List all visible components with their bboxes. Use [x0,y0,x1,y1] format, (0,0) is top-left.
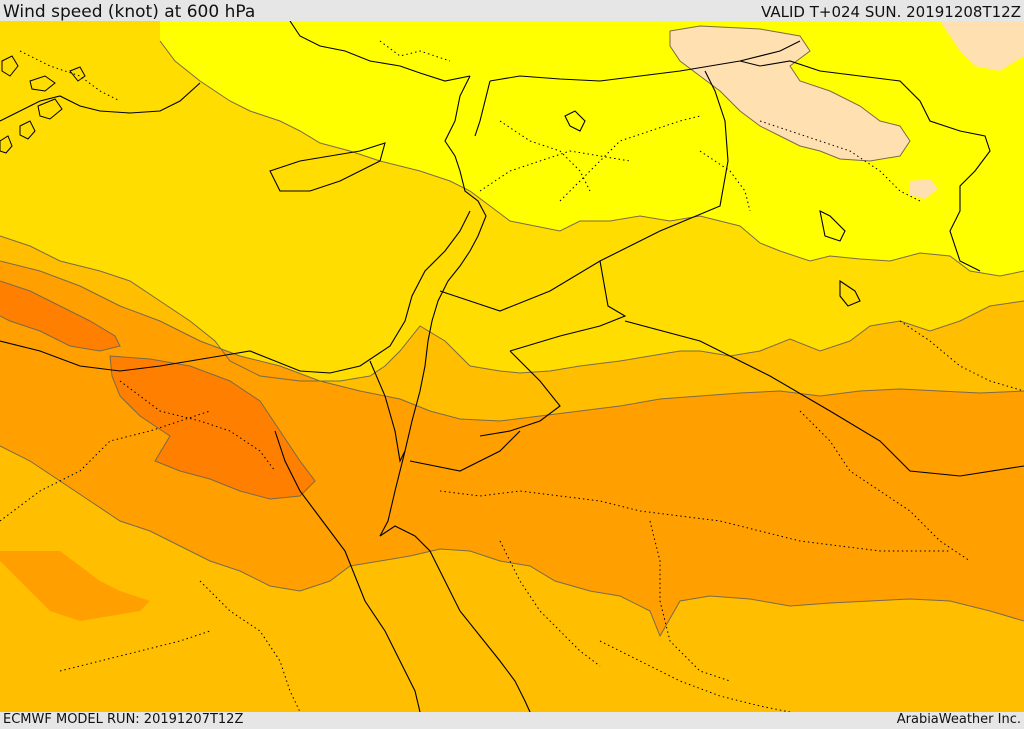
credit-label: ArabiaWeather Inc. [896,712,1021,727]
map-panel [0,21,1024,712]
band-4-area [0,551,150,621]
band-5-area [0,261,1024,636]
band-1-area [910,179,938,199]
wind-speed-map [0,21,1024,712]
band-6-area [0,281,120,351]
map-title: Wind speed (knot) at 600 hPa [3,2,256,22]
aegean-islands [0,55,86,154]
model-run-label: ECMWF MODEL RUN: 20191207T12Z [3,712,244,727]
band-1-area [670,26,910,161]
coastlines-and-borders [0,21,1024,712]
header-bar: Wind speed (knot) at 600 hPa VALID T+024… [0,0,1024,22]
internal-boundaries [0,40,1024,712]
isotach-contours [0,25,1024,638]
band-1-area [940,21,1024,71]
valid-time: VALID T+024 SUN. 20191208T12Z [761,3,1021,21]
footer-bar: ECMWF MODEL RUN: 20191207T12Z ArabiaWeat… [0,712,1024,729]
